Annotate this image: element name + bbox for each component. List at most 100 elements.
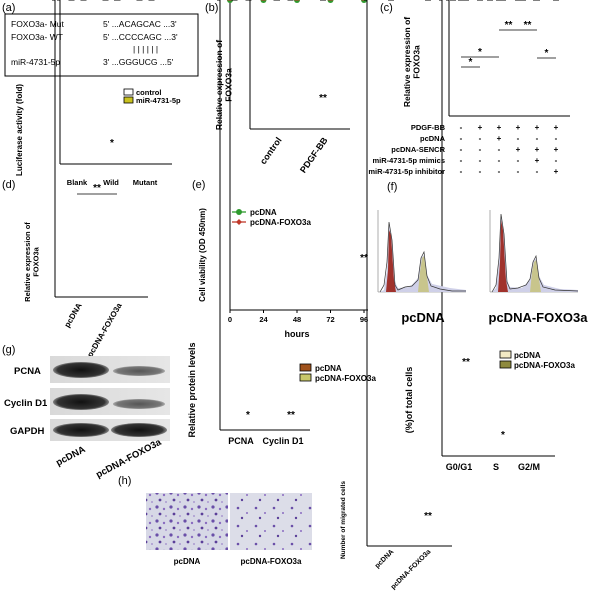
a-legend-label: miR-4731-5p (136, 96, 181, 105)
g-significance: * (246, 410, 250, 421)
g-legend-label: pcDNA-FOXO3a (315, 374, 376, 383)
c-row-sign: - (479, 134, 482, 143)
c-y-label: Relative expression ofFOXO3a (402, 17, 422, 107)
g-x-tick-label: PCNA (228, 436, 254, 446)
c-row-sign: + (497, 134, 502, 143)
d-y-tick-label: 0 (46, 0, 50, 2)
c-row-sign: - (460, 123, 463, 132)
g2-y-label: (%)of total cells (404, 367, 414, 434)
h-significance: ** (424, 511, 432, 522)
g2-x-tick-label: S (493, 462, 499, 472)
c-row-sign: + (497, 123, 502, 132)
c-row-sign: + (516, 123, 521, 132)
chart-h-migrated-cells: 050100150Number of migrated cellspcDNApc… (340, 0, 452, 591)
d-y-tick-label: 6 (46, 0, 50, 2)
d-y-label: Relative expression ofFOXO3a (23, 222, 41, 302)
g-significance: ** (287, 410, 295, 421)
transwell-label-pcdna: pcDNA (174, 557, 201, 566)
h-y-tick-label: 0 (358, 0, 362, 2)
g-y-tick-label: 1.5 (205, 0, 215, 2)
e-legend-marker (236, 209, 242, 215)
e-x-label: hours (284, 329, 309, 339)
chart-c-foxo3a-conditions: 0.00.51.01.5 Relative expression ofFOXO3a… (368, 0, 570, 176)
blot-row-gapdh: GAPDH (10, 426, 44, 437)
c-row-sign: + (535, 123, 540, 132)
g2-significance: * (501, 430, 505, 441)
h-y-tick-label: 100 (351, 0, 362, 2)
blot-band-pcna-pcdna (53, 362, 109, 378)
d-significance: ** (93, 183, 101, 194)
g2-legend-swatch (499, 350, 512, 359)
blot-row-cyclind1: Cyclin D1 (4, 398, 48, 409)
blot-band-cyclind1-foxo3a (113, 399, 165, 409)
blot-band-gapdh-foxo3a (111, 423, 167, 437)
panel-label-b: (b) (205, 2, 218, 14)
e-point-pcdna (361, 0, 367, 3)
transwell-label-foxo3a: pcDNA-FOXO3a (241, 557, 302, 566)
sequence-alignment-box: FOXO3a- Mut 5' ...ACAGCAC ...3' FOXO3a- … (4, 13, 199, 77)
a-y-tick-label: 0.0 (45, 0, 55, 2)
g-y-tick-label: 1.0 (205, 0, 215, 2)
c-significance: * (469, 57, 473, 68)
e-x-tick-label: 48 (293, 315, 301, 324)
flow-label-foxo3a: pcDNA-FOXO3a (489, 310, 589, 325)
c-row-sign: - (517, 156, 520, 165)
panel-label-g: (g) (2, 344, 15, 356)
c-significance: * (545, 48, 549, 59)
c-row-sign: + (535, 145, 540, 154)
c-y-tick-label: 0.0 (434, 0, 444, 2)
blot-band-pcna-foxo3a (113, 366, 165, 376)
e-point-pcdna (327, 0, 334, 3)
panel-label-f: (f) (387, 181, 397, 193)
chart-b-foxo3a-pdgf: 0.00.51.01.5 Relative expression ofFOXO3a… (214, 0, 350, 175)
c-significance: ** (505, 20, 513, 31)
a-y-label: Luciferase activity (fold) (15, 84, 24, 176)
c-row-sign: + (516, 145, 521, 154)
g2-y-tick-label: 0 (433, 0, 438, 2)
chart-g-protein-levels: 0.00.51.01.5Relative protein levelsPCNAC… (187, 0, 376, 446)
d-x-tick-label: pcDNA (63, 301, 84, 329)
g2-legend-label: pcDNA-FOXO3a (514, 361, 575, 370)
c-row-label: miR-4731-5p inhibitor (368, 167, 445, 176)
g2-significance: ** (462, 357, 470, 368)
western-blot (50, 356, 170, 441)
h-y-tick-label: 150 (351, 0, 362, 2)
g2-x-tick-label: G0/G1 (446, 462, 473, 472)
c-row-sign: + (554, 145, 559, 154)
g2-y-tick-label: 20 (428, 0, 437, 2)
flow-histogram-pcdna (377, 210, 466, 293)
d-x-tick-label: pcDNA-FOXO3a (85, 301, 124, 359)
h-y-label: Number of migrated cells (340, 481, 347, 559)
b-y-tick-label: 0.5 (234, 0, 246, 2)
flow-label-pcdna: pcDNA (401, 310, 445, 325)
c-row-sign: - (498, 167, 501, 176)
g-y-tick-label: 0.0 (205, 0, 215, 2)
b-y-label: Relative expression ofFOXO3a (214, 40, 234, 130)
a-y-tick-label: 1.5 (45, 0, 55, 2)
c-row-sign: + (554, 167, 559, 176)
chart-g-cell-cycle: 020406080100 (%)of total cells G0/G1 S G2/M *… (404, 0, 575, 472)
c-significance: ** (524, 20, 532, 31)
g2-y-tick-label: 60 (428, 0, 437, 2)
a-legend-swatch (123, 88, 134, 96)
e-legend-marker (236, 219, 242, 225)
blot-band-gapdh-pcdna (53, 423, 109, 437)
g2-x-tick-label: G2/M (518, 462, 540, 472)
c-y-tick-label: 1.0 (434, 0, 444, 2)
chart-e-cell-viability: 0.00.51.01.52.0024487296hoursCell viabil… (198, 0, 368, 339)
g-y-tick-label: 0.5 (205, 0, 215, 2)
a-x-tick-label: Mutant (133, 178, 158, 187)
panel-label-e: (e) (192, 179, 205, 191)
panel-label-h: (h) (118, 475, 131, 487)
c-row-sign: - (536, 134, 539, 143)
g2-y-tick-label: 100 (424, 0, 438, 2)
e-legend-label: pcDNA-FOXO3a (250, 218, 311, 227)
c-row-sign: + (478, 123, 483, 132)
g-legend-swatch (299, 363, 312, 372)
c-row-sign: - (517, 167, 520, 176)
e-x-tick-label: 72 (326, 315, 334, 324)
c-row-label: pcDNA-SENCR (391, 145, 445, 154)
flow-histogram-foxo3a (489, 210, 579, 293)
seq-mir-seq: 3' ...GGGUCG ...5' (103, 57, 174, 67)
h-y-tick-label: 50 (355, 0, 363, 2)
